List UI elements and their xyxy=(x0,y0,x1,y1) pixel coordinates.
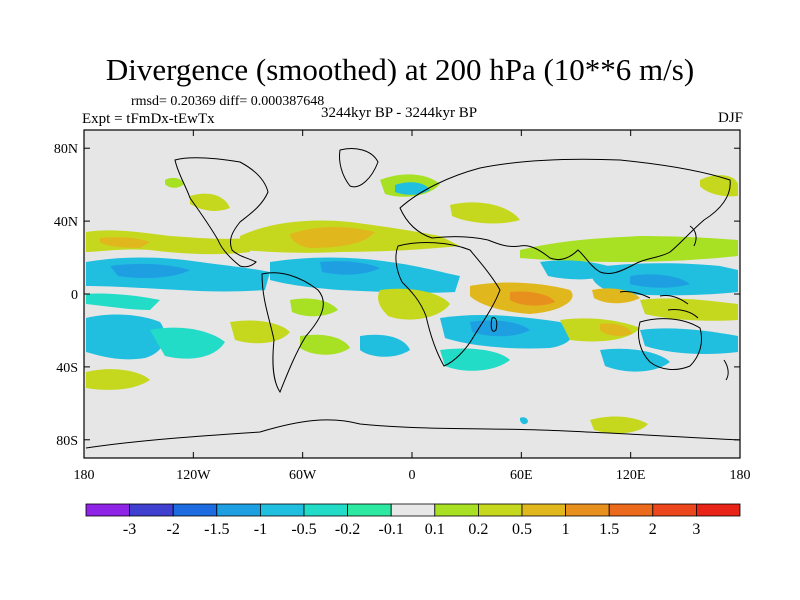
field-patch xyxy=(190,193,230,211)
field-patch xyxy=(640,328,738,354)
colorbar-box xyxy=(696,503,741,517)
coastline xyxy=(339,148,379,188)
field-patch xyxy=(630,274,690,288)
colorbar-label: 1 xyxy=(562,521,570,538)
colorbar-label: 0.1 xyxy=(425,521,445,538)
field-patch xyxy=(86,293,160,310)
colorbar-box xyxy=(85,503,130,517)
field-patch xyxy=(592,288,640,304)
colorbar-label: 1.5 xyxy=(599,521,619,538)
colorbar-box xyxy=(565,503,610,517)
colorbar-label: 3 xyxy=(692,521,700,538)
colorbar-box xyxy=(172,503,218,517)
y-tick-label: 40S xyxy=(56,361,78,376)
coastline xyxy=(261,272,324,394)
field-patch xyxy=(520,236,738,262)
colorbar-box xyxy=(259,503,305,517)
colorbar-label: -0.2 xyxy=(335,521,360,538)
field-patch xyxy=(470,320,530,337)
colorbar-box xyxy=(652,503,697,517)
colorbar-box xyxy=(347,503,392,517)
colorbar-box xyxy=(129,503,174,517)
field-patch xyxy=(290,227,375,248)
y-tick-label: 80N xyxy=(54,142,78,157)
x-tick-label: 60W xyxy=(289,468,317,483)
colorbar-box xyxy=(303,503,348,517)
field-patch xyxy=(86,230,250,255)
colorbar-label: -0.5 xyxy=(291,521,316,538)
field-patch xyxy=(600,323,632,337)
y-tick-label: 80S xyxy=(56,434,78,449)
field-patch xyxy=(320,261,380,275)
colorbar-box xyxy=(434,503,479,517)
y-tick-label: 40N xyxy=(54,215,78,230)
coastline xyxy=(490,317,498,332)
colorbar-label: -3 xyxy=(123,521,136,538)
colorbar-box xyxy=(390,503,436,517)
field-patch xyxy=(290,298,338,317)
x-tick-label: 120W xyxy=(176,468,211,483)
field-patch xyxy=(360,334,410,357)
colorbar-box xyxy=(477,503,523,517)
coastline xyxy=(399,158,731,275)
colorbar: -3 -2 -1.5 -1 -0.5 -0.2 -0.1 0.1 0.2 0.5 1 1.5 2 3 xyxy=(85,503,741,538)
coastline xyxy=(723,359,729,381)
period-label: 3244kyr BP - 3244kyr BP xyxy=(321,105,478,121)
x-tick-label: 180 xyxy=(74,468,95,483)
coastlines xyxy=(85,148,740,449)
field-patch xyxy=(150,327,225,359)
field-patch xyxy=(520,417,528,425)
field-patch xyxy=(230,320,290,344)
colorbar-box xyxy=(521,503,566,517)
colorbar-box xyxy=(608,503,654,517)
colorbar-label: 0.2 xyxy=(468,521,488,538)
x-tick-label: 180 xyxy=(730,468,751,483)
colorbar-box xyxy=(216,503,261,517)
field-patch xyxy=(440,348,510,371)
divergence-field xyxy=(86,174,738,434)
colorbar-label: 2 xyxy=(649,521,657,538)
field-patch xyxy=(600,348,670,372)
x-tick-label: 120E xyxy=(616,468,646,483)
field-patch xyxy=(510,291,555,306)
field-patch xyxy=(700,175,738,197)
coastline xyxy=(174,157,269,268)
field-patch xyxy=(165,177,184,188)
x-axis: 180 120W 60W 0 60E 120E 180 xyxy=(74,130,751,483)
colorbar-label: -1.5 xyxy=(204,521,229,538)
coastline xyxy=(689,225,697,247)
field-patch xyxy=(378,288,450,320)
colorbar-label: 0.5 xyxy=(512,521,532,538)
field-patch xyxy=(110,263,190,278)
experiment-label: Expt = tFmDx-tEwTx xyxy=(82,111,215,127)
coastline xyxy=(637,318,703,370)
colorbar-label: -0.1 xyxy=(379,521,404,538)
x-tick-label: 60E xyxy=(510,468,533,483)
coastline xyxy=(619,291,699,319)
colorbar-label: -1 xyxy=(254,521,267,538)
chart-title: Divergence (smoothed) at 200 hPa (10**6 … xyxy=(105,52,695,87)
y-tick-label: 0 xyxy=(71,288,78,303)
field-patch xyxy=(640,298,738,321)
season-label: DJF xyxy=(717,110,743,126)
field-patch xyxy=(590,416,648,434)
field-patch xyxy=(300,334,350,355)
stats-text: rmsd= 0.20369 diff= 0.000387648 xyxy=(131,94,325,109)
field-patch xyxy=(86,369,150,390)
x-tick-label: 0 xyxy=(409,468,416,483)
field-patch xyxy=(450,202,520,224)
coastline xyxy=(85,419,740,449)
coastline xyxy=(395,242,501,367)
field-patch xyxy=(270,257,460,293)
y-axis: 80N 40N 0 40S 80S xyxy=(54,142,740,449)
field-patch xyxy=(100,237,150,248)
colorbar-label: -2 xyxy=(167,521,180,538)
field-patch xyxy=(86,314,165,360)
